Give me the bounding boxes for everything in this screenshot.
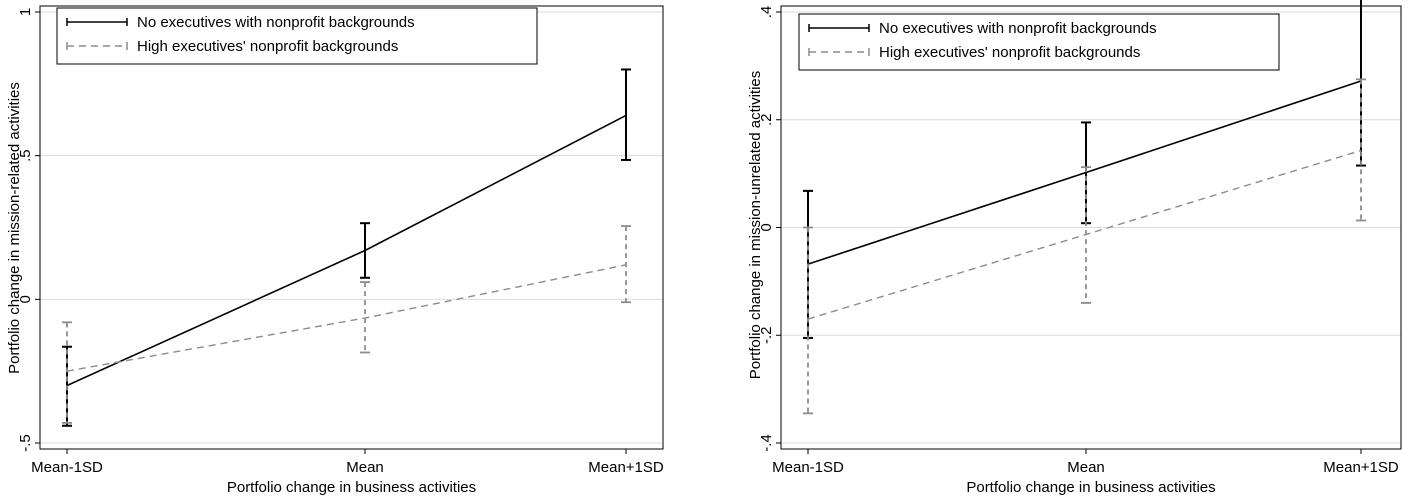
series-line <box>808 150 1361 319</box>
y-axis-label: Portfolio change in mission-related acti… <box>6 82 23 374</box>
y-tick-label: -.4 <box>758 434 775 452</box>
x-tick-label: Mean+1SD <box>588 459 664 476</box>
x-tick-label: Mean-1SD <box>772 459 844 476</box>
y-tick-label: -.5 <box>17 434 34 452</box>
y-axis-label: Portfolio change in mission-unrelated ac… <box>747 71 764 380</box>
series-line <box>808 81 1361 264</box>
x-tick-label: Mean-1SD <box>31 459 103 476</box>
x-axis-label: Portfolio change in business activities <box>227 479 476 496</box>
x-tick-label: Mean <box>346 459 384 476</box>
y-tick-label: .4 <box>758 6 775 19</box>
legend-label: High executives' nonprofit backgrounds <box>879 44 1140 61</box>
series-line <box>67 265 626 371</box>
x-tick-label: Mean <box>1067 459 1105 476</box>
plot-frame <box>40 6 663 449</box>
legend-label: No executives with nonprofit backgrounds <box>137 14 415 31</box>
legend-label: No executives with nonprofit backgrounds <box>879 20 1157 37</box>
x-tick-label: Mean+1SD <box>1323 459 1399 476</box>
y-tick-label: 1 <box>17 8 34 16</box>
legend: No executives with nonprofit backgrounds… <box>57 8 537 64</box>
legend: No executives with nonprofit backgrounds… <box>799 14 1279 70</box>
x-axis-label: Portfolio change in business activities <box>966 479 1215 496</box>
legend-label: High executives' nonprofit backgrounds <box>137 38 398 55</box>
